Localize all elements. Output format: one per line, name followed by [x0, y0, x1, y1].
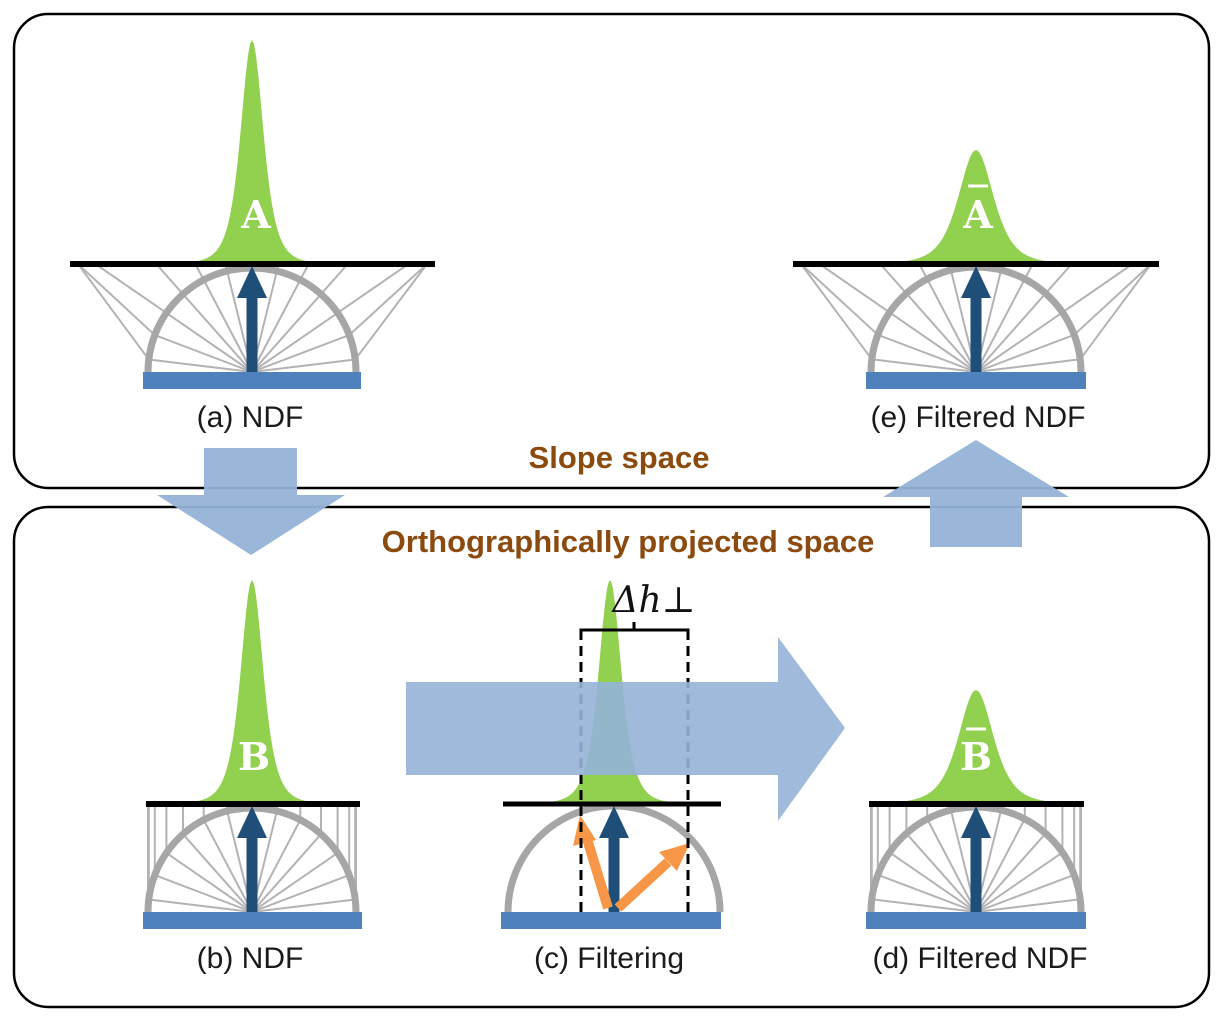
panel-a-projection-ray	[354, 263, 428, 361]
sample-arrow-right-shaft	[614, 858, 672, 912]
panel-b-letter: B	[238, 734, 270, 779]
panel-d-ray	[975, 851, 1063, 913]
panel-e-projection-ray	[818, 263, 891, 314]
panel-e-projection-ray	[1061, 263, 1134, 314]
panel-b-ray	[202, 819, 253, 913]
panel-e-ray	[975, 333, 1075, 373]
flow-arrow-down-icon	[157, 448, 345, 555]
panel-e-ray	[975, 278, 1026, 373]
panel-a-caption: (a) NDF	[197, 401, 304, 434]
panel-b-ndf-curve	[146, 580, 360, 804]
panel-e-ray	[975, 358, 1081, 373]
sample-arrow-icon	[573, 815, 596, 846]
panel-d-ray	[975, 898, 1081, 913]
panel-a-projection-ray	[337, 263, 410, 314]
panel-c-surface	[501, 912, 721, 929]
panel-e-ray	[975, 292, 1047, 373]
panel-b-ray	[251, 819, 302, 913]
panel-d-ray	[905, 832, 977, 913]
panel-a-letter: A	[240, 192, 271, 237]
projected-space-box	[12, 505, 1211, 1009]
normal-arrow-icon	[961, 266, 991, 298]
flow-arrow-right-icon	[406, 637, 845, 821]
sample-arrow-left-shaft	[583, 840, 613, 910]
panel-b-ray	[251, 833, 322, 913]
panel-d-ray	[975, 818, 1026, 913]
panel-a-projection-ray	[348, 263, 428, 336]
panel-e-rays	[800, 263, 1152, 373]
panel-a-ray	[251, 279, 302, 373]
panel-b-caption: (b) NDF	[197, 942, 304, 975]
panel-c-caption: (c) Filtering	[534, 942, 684, 975]
panel-e-ray	[905, 292, 977, 373]
panel-a: A (a) NDF	[70, 40, 435, 434]
panel-e-projection-ray	[800, 263, 873, 360]
panel-a-ray	[202, 279, 253, 373]
delta-bracket	[579, 622, 690, 640]
panel-b-ray	[182, 833, 253, 913]
normal-arrow-icon	[961, 806, 991, 838]
panel-e-ray	[877, 333, 977, 373]
panel-c: Δh⊥ (c) Filtering	[501, 580, 724, 975]
panel-a-ray	[148, 358, 253, 373]
panel-e-caption: (e) Filtered NDF	[870, 401, 1085, 434]
projected-space-title: Orthographically projected space	[382, 524, 875, 559]
panel-a-surface	[143, 372, 361, 389]
panel-b-ray	[251, 852, 339, 913]
panel-e-projection-ray	[1079, 263, 1152, 360]
panel-b-ray	[251, 898, 356, 913]
panel-d: B (d) Filtered NDF	[866, 690, 1088, 975]
panel-d-ray	[926, 818, 977, 913]
panel-d-ray	[975, 873, 1075, 913]
panel-a-ray	[251, 293, 322, 373]
panel-d-surface	[866, 912, 1086, 929]
panel-a-projection-ray	[77, 263, 150, 361]
panel-a-projection-ray	[320, 263, 349, 295]
panel-e-letter: A	[962, 192, 993, 237]
panel-b-ray	[251, 874, 350, 913]
panel-a-ray	[251, 312, 339, 373]
delta-h-perp-label: Δh⊥	[610, 580, 695, 621]
slope-space-box	[12, 12, 1211, 490]
sample-arrow-icon	[659, 843, 690, 871]
panel-e-surface	[866, 372, 1086, 389]
panel-e-ndf-curve	[793, 150, 1159, 264]
panel-a-ray	[182, 293, 253, 373]
normal-arrow-icon	[237, 806, 267, 838]
panel-e-projection-ray	[1044, 263, 1073, 295]
panel-a-ray	[165, 312, 253, 373]
flow-arrow-up-icon	[883, 440, 1069, 547]
panel-e-ray	[926, 278, 977, 373]
panel-e-projection-ray	[800, 263, 879, 336]
panel-a-projection-ray	[77, 263, 156, 336]
panel-a-ray	[251, 358, 356, 373]
panel-e-projection-ray	[879, 263, 908, 295]
panel-a-ndf-curve	[70, 40, 435, 264]
panel-a-ray	[154, 334, 253, 373]
panel-d-caption: (d) Filtered NDF	[872, 942, 1087, 975]
panel-b: B (b) NDF	[143, 580, 362, 975]
panel-a-projection-ray	[94, 263, 167, 314]
panel-b-ray	[154, 874, 253, 913]
panel-d-ndf-curve	[869, 690, 1084, 804]
panel-e-ray	[871, 358, 977, 373]
panel-d-ray	[889, 851, 977, 913]
panel-d-ray	[871, 898, 977, 913]
panel-b-ray	[165, 852, 253, 913]
panel-d-letter: B	[960, 734, 992, 779]
panel-e: A (e) Filtered NDF	[793, 150, 1159, 434]
normal-arrow-icon	[599, 806, 629, 838]
panel-d-ray	[877, 873, 977, 913]
panel-d-ray	[975, 832, 1047, 913]
slope-space-title: Slope space	[529, 440, 710, 475]
normal-arrow-icon	[237, 266, 267, 298]
panel-a-ray	[251, 334, 350, 373]
panel-c-sample-arrows	[573, 815, 690, 912]
panel-b-surface	[143, 912, 362, 929]
panel-e-ray	[975, 311, 1063, 373]
panel-e-projection-ray	[1073, 263, 1152, 336]
panel-a-projection-ray	[155, 263, 184, 295]
panel-b-ray	[148, 898, 253, 913]
panel-e-ray	[889, 311, 977, 373]
